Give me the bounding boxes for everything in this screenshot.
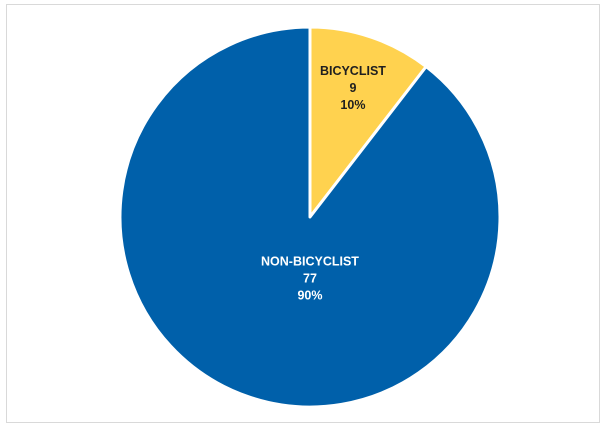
slice-value-bicyclist: 9 [349,81,356,95]
slice-value-non-bicyclist: 77 [303,272,317,286]
slice-percent-non-bicyclist: 90% [297,289,322,303]
pie-labels: BICYCLIST 9 10% NON-BICYCLIST 77 90% [261,64,386,302]
pie-slice-bicyclist [308,25,428,219]
pie-slices [118,25,502,409]
slice-percent-bicyclist: 10% [340,98,365,112]
slice-label-non-bicyclist: NON-BICYCLIST [261,255,359,269]
slice-label-bicyclist: BICYCLIST [320,64,386,78]
pie-slice-non-bicyclist [118,25,502,409]
